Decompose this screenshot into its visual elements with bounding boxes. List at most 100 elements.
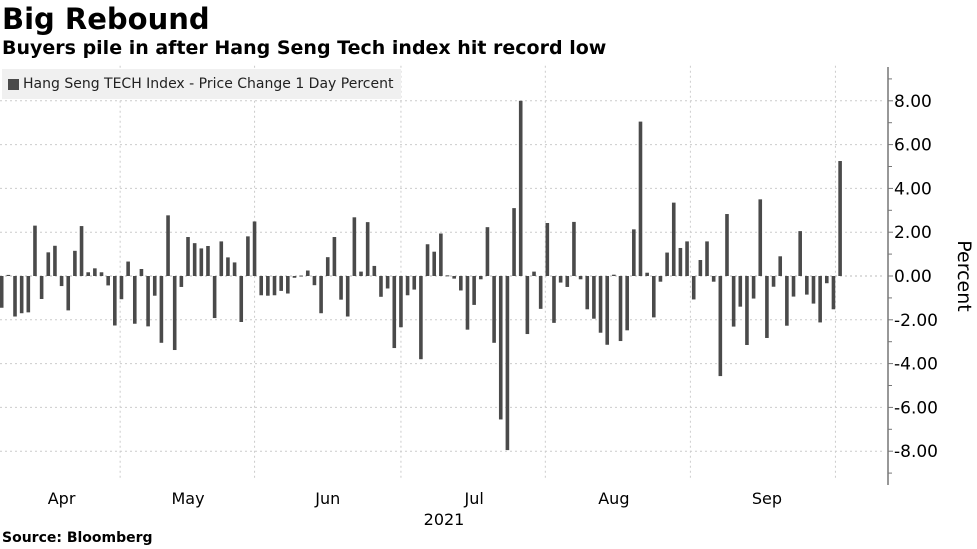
bar [785,276,789,326]
bar [73,250,77,276]
x-tick-label: May [171,489,204,508]
bar [518,100,523,276]
bar [658,276,663,282]
y-tick-label: 6.00 [894,136,932,156]
bar [226,257,230,276]
bar [472,276,476,305]
y-axis-label: Percent [953,240,975,312]
bar [798,231,802,276]
bar [246,236,250,276]
bar [266,276,270,296]
bar [459,276,463,291]
bar [558,276,563,283]
x-axis: Apr May Jun Jul Aug Sep [48,489,782,508]
bar [0,276,4,308]
bar [59,276,64,287]
bar [605,276,610,345]
bar [432,251,437,276]
bar [738,276,743,307]
bar [585,276,590,310]
bar [126,261,130,276]
bar [725,214,729,276]
bar [399,276,403,328]
bar [838,161,842,276]
bar [199,248,204,276]
bar [498,276,503,420]
bar [718,276,723,377]
bar [46,252,51,276]
bar [592,276,596,319]
bar [79,226,84,276]
bar [66,276,71,311]
bar [525,276,530,335]
x-tick-label: Jun [314,489,340,508]
bar [412,276,417,290]
x-tick-label: Jul [463,489,483,508]
bar [99,272,104,276]
bar [678,247,683,276]
x-tick-label: Apr [48,489,76,508]
bar [425,244,430,276]
bar [465,276,470,330]
bar [552,276,556,323]
bar [538,276,543,309]
bar [19,276,24,314]
bar [292,276,297,278]
chart-subtitle: Buyers pile in after Hang Seng Tech inde… [2,37,607,59]
bar [219,241,224,276]
bar [312,276,317,286]
bar [6,274,11,276]
bar [612,274,616,276]
bar [39,276,44,299]
bar [186,237,190,276]
bar [632,229,636,276]
bar [305,270,310,276]
bar [286,276,290,294]
bar [705,241,709,276]
bar [272,276,277,296]
bar [232,262,237,276]
bar [711,276,716,282]
bar [452,276,456,279]
y-tick-label: -8.00 [894,442,938,462]
bar [325,257,330,276]
bar [512,208,516,276]
x-tick-label: Aug [598,489,629,508]
bar [831,276,836,310]
bar [485,227,490,276]
bar [685,241,689,276]
bar [86,272,91,276]
bars [0,100,842,451]
bar [132,276,137,324]
bar [359,271,363,276]
bar [172,276,177,351]
bar [53,245,57,276]
x-axis-label: 2021 [424,510,465,529]
bar [824,276,829,284]
bar [665,252,669,276]
bar [565,276,570,287]
bar [13,276,17,317]
x-tick-label: Sep [752,489,782,508]
y-tick-label: 2.00 [894,223,932,243]
bar [492,276,496,343]
bar [252,221,257,276]
bar [26,276,31,313]
bar [618,276,623,342]
bar [698,260,703,276]
bar [645,272,649,276]
bar [578,276,583,280]
bar [339,276,343,300]
bar [598,276,603,333]
bar [93,268,97,276]
legend: Hang Seng TECH Index - Price Change 1 Da… [2,69,402,99]
bar [758,199,763,276]
y-tick-label: -2.00 [894,311,938,331]
bar [419,276,423,360]
bar [505,276,510,451]
bar [805,276,809,295]
bar [731,276,736,327]
bar [771,276,776,287]
bar [166,215,170,276]
